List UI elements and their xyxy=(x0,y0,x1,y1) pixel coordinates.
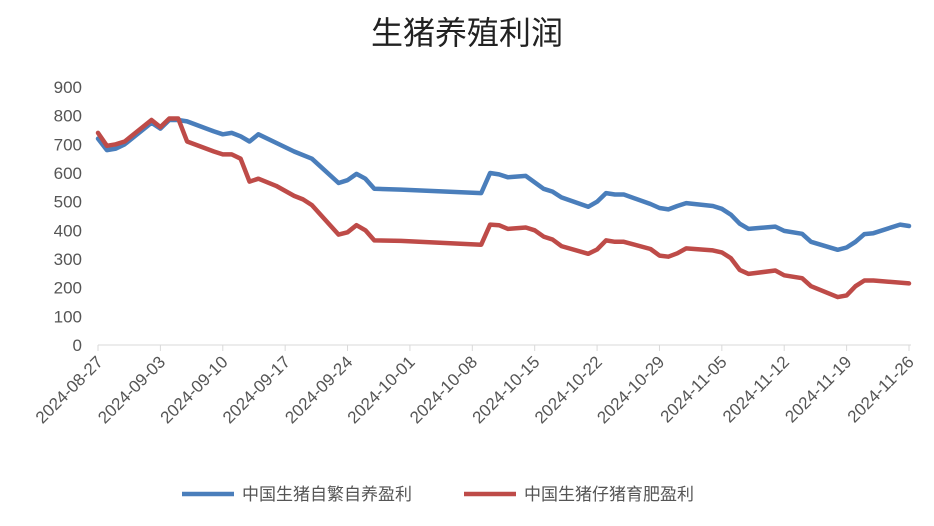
y-tick-label: 600 xyxy=(54,164,82,183)
y-tick-label: 0 xyxy=(73,336,82,355)
series-line-2 xyxy=(95,116,912,300)
x-tick-label: 2024-11-05 xyxy=(657,352,731,426)
x-tick-label: 2024-11-19 xyxy=(781,352,855,426)
series-layer xyxy=(95,116,912,300)
y-tick-label: 100 xyxy=(54,307,82,326)
x-axis: 2024-08-272024-09-032024-09-102024-09-17… xyxy=(32,344,918,427)
y-tick-label: 200 xyxy=(54,279,82,298)
y-tick-label: 700 xyxy=(54,135,82,154)
legend-label: 中国生猪仔猪育肥盈利 xyxy=(524,485,694,505)
y-tick-label: 800 xyxy=(54,107,82,126)
chart-title: 生猪养殖利润 xyxy=(371,14,563,52)
y-tick-label: 300 xyxy=(54,250,82,269)
y-axis: 0 100 200 300 400 500 600 700 800 900 xyxy=(54,78,82,355)
y-tick-label: 400 xyxy=(54,221,82,240)
legend: 中国生猪自繁自养盈利 中国生猪仔猪育肥盈利 xyxy=(182,485,694,505)
series-line-1 xyxy=(95,117,912,253)
x-tick-label: 2024-10-29 xyxy=(593,352,668,427)
x-tick-label: 2024-11-26 xyxy=(844,352,918,426)
legend-label: 中国生猪自繁自养盈利 xyxy=(242,485,412,505)
y-tick-label: 500 xyxy=(54,193,82,212)
y-tick-label: 900 xyxy=(54,78,82,97)
x-tick-label: 2024-11-12 xyxy=(719,352,793,426)
